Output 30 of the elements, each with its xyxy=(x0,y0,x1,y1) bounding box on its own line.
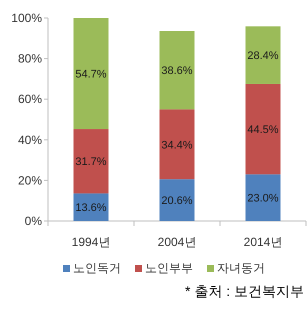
x-tick-label: 2004년 xyxy=(158,235,196,249)
bar xyxy=(160,109,194,180)
data-label: 28.4% xyxy=(247,50,279,62)
y-tick-label: 60% xyxy=(18,92,42,106)
x-tick-label: 1994년 xyxy=(72,235,110,249)
data-label: 44.5% xyxy=(247,124,279,136)
legend-label: 자녀동거 xyxy=(217,261,265,275)
bar xyxy=(74,18,108,130)
data-label: 31.7% xyxy=(75,156,107,168)
text: * 출처 : 보건복지부 xyxy=(184,283,304,299)
data-label: 38.6% xyxy=(161,65,193,78)
y-tick-label: 0% xyxy=(24,214,42,228)
data-label: 54.7% xyxy=(75,68,107,81)
bar xyxy=(160,179,194,221)
bar xyxy=(74,129,108,194)
y-tick-label: 100% xyxy=(11,11,42,25)
x-tick-label: 2014년 xyxy=(244,235,282,249)
data-label: 20.6% xyxy=(161,195,193,208)
legend-label: 노인부부 xyxy=(145,261,193,275)
data-label: 23.0% xyxy=(247,192,279,205)
data-label: 34.4% xyxy=(161,139,193,152)
data-label: 13.6% xyxy=(75,202,107,214)
y-tick-label: 40% xyxy=(18,132,42,147)
bar xyxy=(246,26,280,84)
y-tick-label: 80% xyxy=(18,52,42,66)
bar xyxy=(246,84,280,174)
bar xyxy=(246,174,280,221)
legend-label: 노인독거 xyxy=(73,261,121,275)
bar xyxy=(160,30,194,110)
y-tick-label: 20% xyxy=(18,173,42,188)
